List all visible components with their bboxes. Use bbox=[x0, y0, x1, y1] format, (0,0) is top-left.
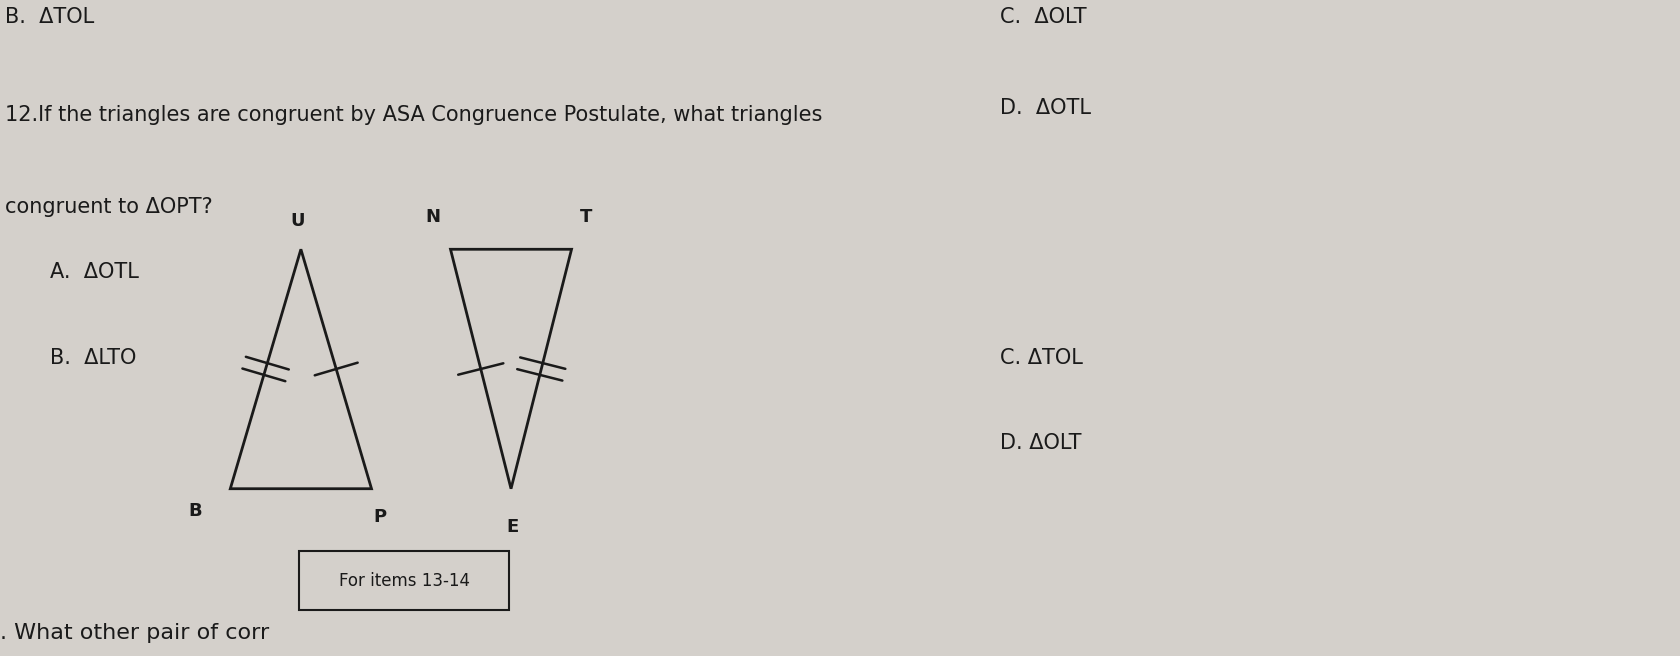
Text: T: T bbox=[580, 209, 591, 226]
Text: N: N bbox=[425, 209, 440, 226]
Text: E: E bbox=[506, 518, 519, 536]
Text: C.  ΔOLT: C. ΔOLT bbox=[1000, 7, 1087, 26]
Text: . What other pair of corr: . What other pair of corr bbox=[0, 623, 269, 643]
Text: C. ΔTOL: C. ΔTOL bbox=[1000, 348, 1082, 367]
FancyBboxPatch shape bbox=[299, 551, 509, 610]
Text: P: P bbox=[373, 508, 386, 526]
Text: B.  ΔLTO: B. ΔLTO bbox=[50, 348, 136, 367]
Text: 12.If the triangles are congruent by ASA Congruence Postulate, what triangles: 12.If the triangles are congruent by ASA… bbox=[5, 105, 822, 125]
Text: For items 13-14: For items 13-14 bbox=[339, 571, 469, 590]
Text: D. ΔOLT: D. ΔOLT bbox=[1000, 433, 1080, 453]
Text: U: U bbox=[291, 212, 304, 230]
Text: D.  ΔOTL: D. ΔOTL bbox=[1000, 98, 1090, 118]
Text: B.  ΔTOL: B. ΔTOL bbox=[5, 7, 94, 26]
Text: A.  ΔOTL: A. ΔOTL bbox=[50, 262, 139, 282]
Text: B: B bbox=[188, 502, 202, 520]
Text: congruent to ΔOPT?: congruent to ΔOPT? bbox=[5, 197, 213, 216]
